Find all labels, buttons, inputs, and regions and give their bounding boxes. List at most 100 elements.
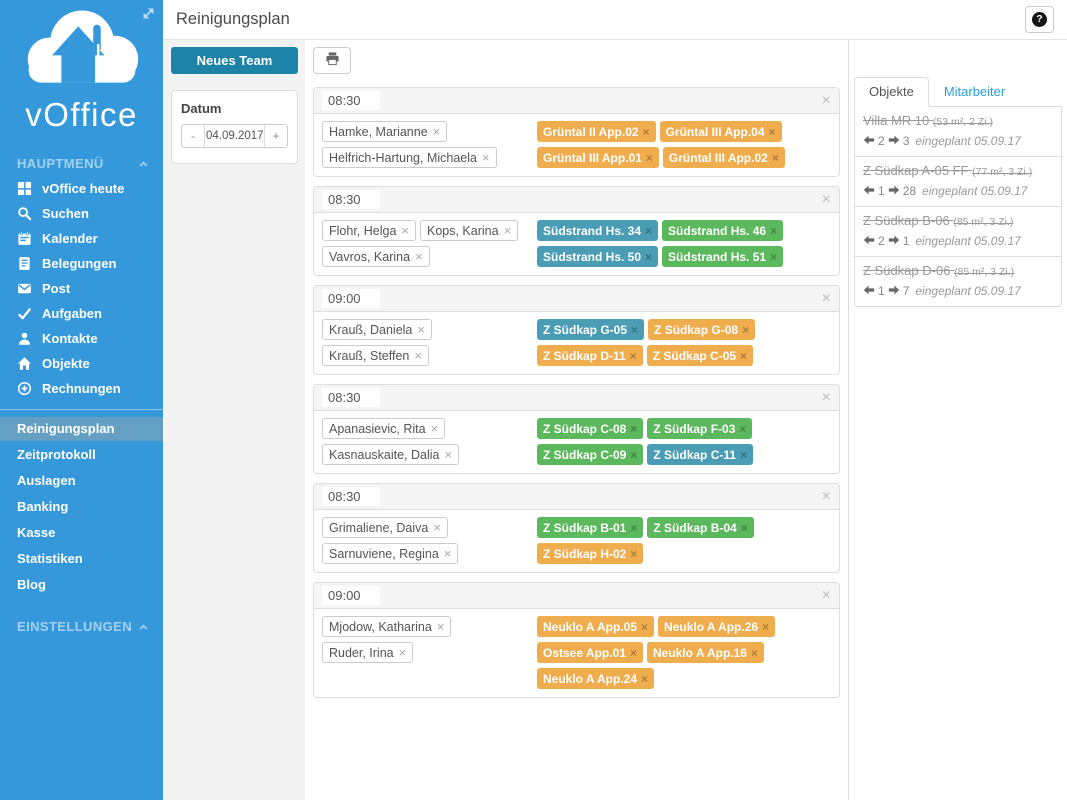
- remove-member-icon[interactable]: ×: [481, 150, 490, 165]
- remove-member-icon[interactable]: ×: [503, 223, 512, 238]
- object-tag[interactable]: Ostsee App.01 ×: [537, 642, 643, 663]
- remove-team-icon[interactable]: ×: [821, 487, 831, 505]
- team-time-input[interactable]: [322, 91, 380, 110]
- member-chip[interactable]: Vavros, Karina ×: [322, 246, 430, 267]
- sidebar-item-kontakte[interactable]: Kontakte: [0, 326, 163, 351]
- print-button[interactable]: [313, 47, 351, 74]
- sidebar-subitem-zeitprotokoll[interactable]: Zeitprotokoll: [17, 447, 96, 462]
- sidebar-item-rechnungen[interactable]: Rechnungen: [0, 376, 163, 401]
- remove-team-icon[interactable]: ×: [821, 91, 831, 109]
- date-decrement-button[interactable]: -: [182, 125, 205, 147]
- member-chip[interactable]: Ruder, Irina ×: [322, 642, 414, 663]
- object-tag[interactable]: Z Südkap D-11 ×: [537, 345, 643, 366]
- sidebar-subitem-statistiken[interactable]: Statistiken: [17, 551, 83, 566]
- sidebar-item-aufgaben[interactable]: Aufgaben: [0, 301, 163, 326]
- remove-object-icon[interactable]: ×: [742, 322, 750, 337]
- remove-team-icon[interactable]: ×: [821, 388, 831, 406]
- remove-object-icon[interactable]: ×: [630, 546, 638, 561]
- object-tag[interactable]: Grüntal III App.01 ×: [537, 147, 659, 168]
- member-chip[interactable]: Hamke, Marianne ×: [322, 121, 448, 142]
- remove-object-icon[interactable]: ×: [771, 150, 779, 165]
- remove-member-icon[interactable]: ×: [444, 447, 453, 462]
- remove-object-icon[interactable]: ×: [740, 348, 748, 363]
- remove-object-icon[interactable]: ×: [645, 249, 653, 264]
- remove-team-icon[interactable]: ×: [821, 190, 831, 208]
- object-tag[interactable]: Südstrand Hs. 34 ×: [537, 220, 659, 241]
- remove-object-icon[interactable]: ×: [645, 223, 653, 238]
- tab-objekte[interactable]: Objekte: [854, 77, 929, 107]
- object-tag[interactable]: Z Südkap C-09 ×: [537, 444, 644, 465]
- team-time-input[interactable]: [322, 388, 380, 407]
- remove-object-icon[interactable]: ×: [641, 671, 649, 686]
- member-chip[interactable]: Grimaliene, Daiva ×: [322, 517, 448, 538]
- object-tag[interactable]: Neuklo A App.24 ×: [537, 668, 655, 689]
- remove-object-icon[interactable]: ×: [750, 645, 758, 660]
- object-tag[interactable]: Z Südkap C-08 ×: [537, 418, 644, 439]
- date-input[interactable]: [205, 125, 264, 147]
- object-tag[interactable]: Grüntal III App.02 ×: [662, 147, 785, 168]
- date-increment-button[interactable]: +: [264, 125, 287, 147]
- object-tag[interactable]: Neuklo A App.26 ×: [658, 616, 776, 637]
- remove-object-icon[interactable]: ×: [629, 645, 637, 660]
- sidebar-subitem-auslagen[interactable]: Auslagen: [17, 473, 76, 488]
- object-list-item[interactable]: Villa MR 10 (53 m², 2 Zi.) 2 3 eingeplan…: [854, 107, 1062, 157]
- remove-object-icon[interactable]: ×: [770, 249, 778, 264]
- member-chip[interactable]: Apanasievic, Rita ×: [322, 418, 446, 439]
- sidebar-item-suchen[interactable]: Suchen: [0, 201, 163, 226]
- remove-object-icon[interactable]: ×: [762, 619, 770, 634]
- sidebar-item-belegungen[interactable]: Belegungen: [0, 251, 163, 276]
- remove-member-icon[interactable]: ×: [398, 645, 407, 660]
- object-tag[interactable]: Südstrand Hs. 46 ×: [662, 220, 784, 241]
- remove-object-icon[interactable]: ×: [631, 322, 639, 337]
- sidebar-item-voffice-heute[interactable]: vOffice heute: [0, 176, 163, 201]
- object-list-item[interactable]: Z Südkap A-05 FF (77 m², 3 Zi.) 1 28 ein…: [854, 157, 1062, 207]
- member-chip[interactable]: Sarnuviene, Regina ×: [322, 543, 459, 564]
- remove-object-icon[interactable]: ×: [629, 348, 637, 363]
- object-tag[interactable]: Z Südkap G-05 ×: [537, 319, 645, 340]
- member-chip[interactable]: Krauß, Steffen ×: [322, 345, 429, 366]
- remove-object-icon[interactable]: ×: [630, 520, 638, 535]
- object-tag[interactable]: Grüntal II App.02 ×: [537, 121, 656, 142]
- tab-mitarbeiter[interactable]: Mitarbeiter: [943, 84, 1006, 99]
- remove-object-icon[interactable]: ×: [770, 223, 778, 238]
- remove-member-icon[interactable]: ×: [417, 322, 425, 337]
- help-button[interactable]: ?: [1025, 6, 1054, 33]
- remove-member-icon[interactable]: ×: [430, 421, 439, 436]
- remove-object-icon[interactable]: ×: [645, 150, 653, 165]
- remove-object-icon[interactable]: ×: [768, 124, 776, 139]
- remove-member-icon[interactable]: ×: [414, 348, 422, 363]
- object-tag[interactable]: Z Südkap H-02 ×: [537, 543, 644, 564]
- remove-member-icon[interactable]: ×: [401, 223, 409, 238]
- team-time-input[interactable]: [322, 190, 380, 209]
- object-tag[interactable]: Z Südkap C-05 ×: [646, 345, 754, 366]
- remove-member-icon[interactable]: ×: [432, 124, 441, 139]
- remove-member-icon[interactable]: ×: [433, 520, 441, 535]
- remove-team-icon[interactable]: ×: [821, 586, 831, 604]
- sidebar-subitem-blog[interactable]: Blog: [17, 577, 46, 592]
- team-time-input[interactable]: [322, 289, 380, 308]
- remove-object-icon[interactable]: ×: [630, 421, 638, 436]
- new-team-button[interactable]: Neues Team: [171, 47, 298, 74]
- object-tag[interactable]: Südstrand Hs. 50 ×: [537, 246, 659, 267]
- object-tag[interactable]: Z Südkap F-03 ×: [647, 418, 753, 439]
- remove-object-icon[interactable]: ×: [740, 447, 748, 462]
- object-list-item[interactable]: Z Südkap D-06 (85 m², 3 Zi.) 1 7 eingepl…: [854, 257, 1062, 307]
- remove-member-icon[interactable]: ×: [443, 546, 452, 561]
- remove-member-icon[interactable]: ×: [415, 249, 423, 264]
- object-tag[interactable]: Z Südkap G-08 ×: [648, 319, 756, 340]
- member-chip[interactable]: Helfrich-Hartung, Michaela ×: [322, 147, 497, 168]
- section-einstellungen[interactable]: EINSTELLUNGEN: [0, 613, 163, 639]
- object-tag[interactable]: Neuklo A App.05 ×: [537, 616, 655, 637]
- remove-member-icon[interactable]: ×: [436, 619, 445, 634]
- object-tag[interactable]: Neuklo A App.16 ×: [646, 642, 764, 663]
- remove-object-icon[interactable]: ×: [630, 447, 638, 462]
- object-tag[interactable]: Südstrand Hs. 51 ×: [662, 246, 784, 267]
- sidebar-item-objekte[interactable]: Objekte: [0, 351, 163, 376]
- section-hauptmenu[interactable]: HAUPTMENÜ: [0, 150, 163, 176]
- team-time-input[interactable]: [322, 487, 380, 506]
- sidebar-subitem-banking[interactable]: Banking: [17, 499, 69, 514]
- object-tag[interactable]: Z Südkap B-01 ×: [537, 517, 644, 538]
- remove-object-icon[interactable]: ×: [641, 619, 649, 634]
- sidebar-item-kalender[interactable]: Kalender: [0, 226, 163, 251]
- remove-object-icon[interactable]: ×: [642, 124, 650, 139]
